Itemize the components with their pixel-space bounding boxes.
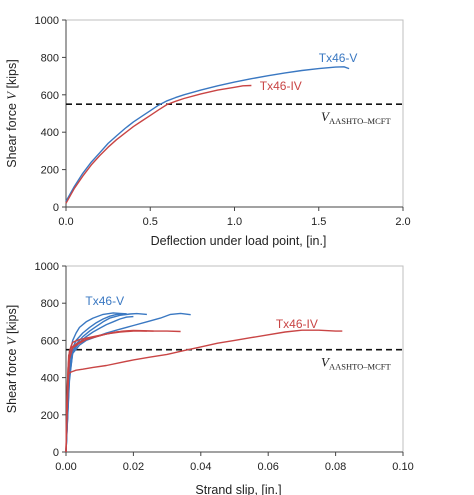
y-tick-label: 400 bbox=[41, 127, 59, 139]
y-axis-title-prefix: Shear force bbox=[5, 345, 19, 413]
reference-line-label: VAASHTO–MCFT bbox=[321, 109, 391, 126]
y-axis-title-variable: V bbox=[5, 91, 19, 100]
x-tick-label: 1.0 bbox=[227, 216, 242, 228]
x-tick-label: 0.04 bbox=[190, 461, 211, 473]
chart-panel-2: 0 200 400 600 800 1000 0.00 0.02 0.04 0.06 0.08 0.1… bbox=[5, 261, 414, 495]
series-line-tx46-iv-2 bbox=[65, 84, 252, 204]
y-axis-title-prefix: Shear force bbox=[5, 100, 19, 168]
series-line-tx46-v-1 bbox=[65, 312, 127, 453]
x-tick-label: 0.08 bbox=[325, 461, 346, 473]
series-line-tx46-iv-7 bbox=[65, 330, 147, 453]
series-label: Tx46-V bbox=[85, 294, 124, 308]
chart-panel-1: 0 200 400 600 800 1000 0.0 0.5 1.0 1.5 2.0 Deflecti… bbox=[5, 15, 411, 248]
y-tick-label: 0 bbox=[53, 447, 59, 459]
y-tick-label: 0 bbox=[53, 202, 59, 214]
series-label: Tx46-IV bbox=[260, 79, 302, 93]
y-axis-title-suffix: [kips] bbox=[5, 305, 19, 338]
y-axis-title: Shear force V [kips] bbox=[5, 59, 19, 167]
series-line-tx46-iv-8 bbox=[65, 329, 154, 453]
series-line-tx46-iv-6 bbox=[65, 330, 181, 453]
y-axis-title-variable: V bbox=[5, 336, 19, 345]
x-tick-label: 0.5 bbox=[143, 216, 158, 228]
x-tick-label: 0.02 bbox=[123, 461, 144, 473]
y-tick-label: 1000 bbox=[35, 15, 59, 27]
y-tick-label: 200 bbox=[41, 410, 59, 422]
reference-label-subscript: AASHTO–MCFT bbox=[329, 362, 392, 372]
x-tick-label: 1.5 bbox=[311, 216, 326, 228]
reference-label-main: V bbox=[321, 109, 331, 124]
y-tick-label: 600 bbox=[41, 90, 59, 102]
x-tick-label: 0.10 bbox=[392, 461, 413, 473]
series-label: Tx46-IV bbox=[276, 317, 318, 331]
reference-label-main: V bbox=[321, 355, 331, 370]
x-tick-label: 0.0 bbox=[58, 216, 73, 228]
y-tick-label: 200 bbox=[41, 165, 59, 177]
y-tick-label: 1000 bbox=[35, 261, 59, 273]
y-tick-label: 800 bbox=[41, 298, 59, 310]
x-tick-label: 0.00 bbox=[55, 461, 76, 473]
y-tick-label: 800 bbox=[41, 52, 59, 64]
reference-label-subscript: AASHTO–MCFT bbox=[329, 116, 392, 126]
x-axis-title: Strand slip, [in.] bbox=[195, 483, 281, 495]
x-tick-label: 2.0 bbox=[395, 216, 410, 228]
plot-frame bbox=[65, 19, 404, 208]
reference-line-label: VAASHTO–MCFT bbox=[321, 355, 391, 372]
y-axis-title: Shear force V [kips] bbox=[5, 305, 19, 413]
series-line-tx46-v-3 bbox=[65, 312, 191, 453]
series-line-tx46-v-1 bbox=[65, 66, 350, 202]
series-label: Tx46-V bbox=[319, 51, 358, 65]
y-tick-label: 400 bbox=[41, 373, 59, 385]
y-axis-title-suffix: [kips] bbox=[5, 59, 19, 92]
y-tick-label: 600 bbox=[41, 335, 59, 347]
x-axis-title: Deflection under load point, [in.] bbox=[151, 234, 327, 248]
x-tick-label: 0.06 bbox=[257, 461, 278, 473]
series-line-tx46-v-5 bbox=[65, 315, 134, 453]
series-line-tx46-iv-9 bbox=[65, 329, 343, 453]
